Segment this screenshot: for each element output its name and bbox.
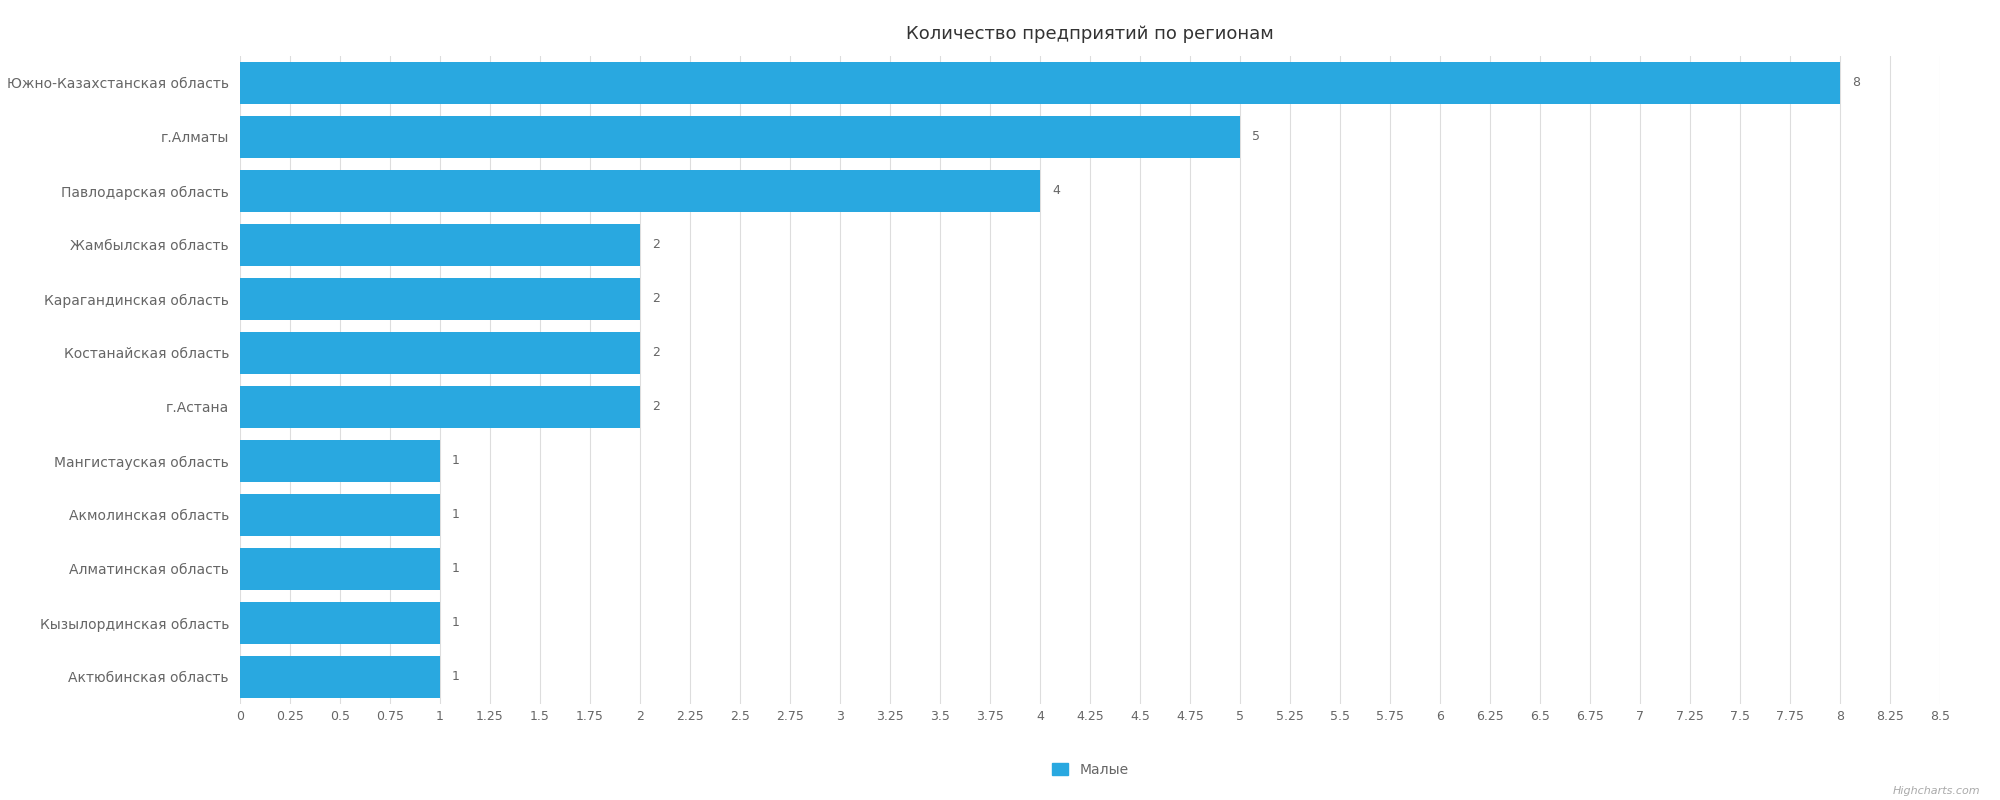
Bar xyxy=(240,170,1040,212)
Text: 2: 2 xyxy=(652,346,660,359)
Text: 1: 1 xyxy=(452,509,460,522)
Bar xyxy=(240,278,640,320)
Bar xyxy=(240,386,640,428)
Text: 4: 4 xyxy=(1052,185,1060,198)
Text: 1: 1 xyxy=(452,617,460,630)
Text: 2: 2 xyxy=(652,401,660,414)
Text: 2: 2 xyxy=(652,238,660,251)
Bar xyxy=(240,332,640,374)
Bar xyxy=(240,602,440,644)
Text: 5: 5 xyxy=(1252,130,1260,143)
Bar xyxy=(240,656,440,698)
Bar xyxy=(240,494,440,536)
Bar xyxy=(240,62,1840,104)
Text: 2: 2 xyxy=(652,293,660,306)
Bar xyxy=(240,548,440,590)
Text: 1: 1 xyxy=(452,562,460,575)
Bar xyxy=(240,224,640,266)
Legend: Малые: Малые xyxy=(1052,762,1128,777)
Title: Количество предприятий по регионам: Количество предприятий по регионам xyxy=(906,26,1274,43)
Bar xyxy=(240,440,440,482)
Text: 1: 1 xyxy=(452,670,460,683)
Text: Highcharts.com: Highcharts.com xyxy=(1892,786,1980,796)
Text: 1: 1 xyxy=(452,454,460,467)
Text: 8: 8 xyxy=(1852,77,1860,90)
Bar xyxy=(240,116,1240,158)
